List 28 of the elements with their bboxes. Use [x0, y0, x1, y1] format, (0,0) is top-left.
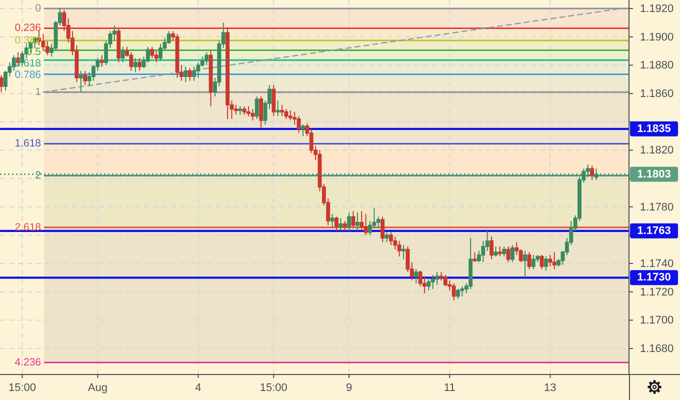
y-tick-label: 1.1880: [640, 60, 674, 72]
ref-line-label: 0.236: [14, 22, 42, 34]
ref-line-label: 1.1763: [637, 224, 671, 237]
y-tick-label: 1.1900: [640, 31, 674, 44]
ref-line-label: 1.1730: [637, 272, 671, 284]
x-tick-label: 15:00: [8, 382, 36, 394]
ref-line-label: 0.786: [14, 68, 42, 81]
ref-line-label: 1.1803: [637, 168, 671, 180]
y-tick-label: 1.1780: [640, 201, 674, 214]
y-tick-label: 1.1700: [640, 314, 674, 327]
ref-line-label: 1.618: [14, 138, 42, 150]
ref-line-label: 0: [35, 2, 42, 15]
ref-line-label: 1.1835: [637, 122, 671, 135]
y-tick-label: 1.1860: [640, 88, 674, 100]
y-tick-label: 1.1680: [640, 343, 674, 356]
y-tick-label: 1.1720: [640, 286, 674, 298]
x-tick-label: 4: [195, 382, 202, 394]
ref-line-label: 2: [35, 170, 42, 182]
x-tick-label: 13: [544, 382, 556, 394]
x-tick-label: 15:00: [260, 382, 288, 394]
ref-line-label: 4.236: [14, 356, 42, 369]
y-tick-label: 1.1740: [640, 258, 674, 270]
y-tick-label: 1.1820: [640, 144, 674, 157]
x-tick-label: 9: [346, 382, 352, 394]
x-tick-label: Aug: [88, 382, 108, 394]
x-tick-label: 11: [444, 382, 456, 394]
ref-line-label: 1: [35, 86, 42, 98]
y-tick-label: 1.1920: [640, 3, 674, 16]
